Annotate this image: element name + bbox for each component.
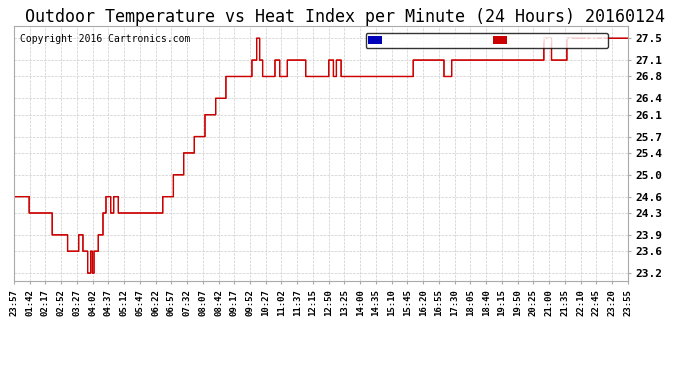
Legend: Heat Index  (°F), Temperature  (°F): Heat Index (°F), Temperature (°F): [366, 33, 608, 48]
Text: Outdoor Temperature vs Heat Index per Minute (24 Hours) 20160124: Outdoor Temperature vs Heat Index per Mi…: [25, 8, 665, 26]
Text: Copyright 2016 Cartronics.com: Copyright 2016 Cartronics.com: [20, 34, 190, 44]
